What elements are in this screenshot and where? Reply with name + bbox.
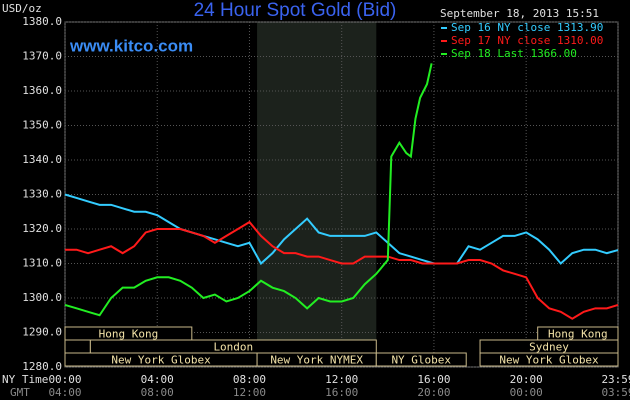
session-label: New York NYMEX: [270, 354, 363, 367]
session-box: [64, 339, 91, 354]
session-label: New York Globex: [499, 354, 599, 367]
shaded-session: [257, 22, 377, 367]
y-tick-label: 1350.0: [22, 119, 62, 132]
legend-entry: Sep 16 NY close 1313.90: [451, 21, 603, 34]
plot-background: [64, 21, 619, 368]
session-label: NY Globex: [391, 354, 451, 367]
session-label: New York Globex: [111, 354, 211, 367]
legend-entry: Sep 18 Last 1366.00: [451, 47, 577, 60]
y-tick-label: 1290.0: [22, 326, 62, 339]
x-axis-label: NY Time: [2, 373, 48, 386]
session-label: Hong Kong: [548, 328, 608, 341]
x-tick-label: 23:59: [601, 373, 630, 386]
gmt-tick-label: 16:00: [325, 386, 358, 399]
y-tick-label: 1300.0: [22, 291, 62, 304]
y-tick-label: 1380.0: [22, 15, 62, 28]
y-tick-label: 1310.0: [22, 257, 62, 270]
y-tick-label: 1360.0: [22, 84, 62, 97]
timestamp: September 18, 2013 15:51: [440, 7, 599, 20]
x-tick-label: 04:00: [141, 373, 174, 386]
y-tick-label: 1330.0: [22, 188, 62, 201]
x-tick-label: 08:00: [233, 373, 266, 386]
x-tick-label: 16:00: [417, 373, 450, 386]
session-label: Sydney: [529, 341, 569, 354]
x-tick-label: 00:00: [48, 373, 81, 386]
gmt-tick-label: 04:00: [48, 386, 81, 399]
y-tick-label: 1370.0: [22, 50, 62, 63]
legend-entry: Sep 17 NY close 1310.00: [451, 34, 603, 47]
gmt-tick-label: 08:00: [141, 386, 174, 399]
session-box: [479, 352, 619, 367]
y-axis-label: USD/oz: [2, 2, 42, 15]
y-tick-label: 1280.0: [22, 360, 62, 373]
gmt-tick-label: 00:00: [510, 386, 543, 399]
site-link: www.kitco.com: [69, 36, 193, 55]
x2-axis-label: GMT: [10, 386, 30, 399]
y-tick-label: 1340.0: [22, 153, 62, 166]
gmt-tick-label: 03:59: [601, 386, 630, 399]
series-line: [64, 193, 619, 266]
session-label: London: [213, 341, 253, 354]
session-label: Hong Kong: [99, 328, 159, 341]
gmt-tick-label: 20:00: [417, 386, 450, 399]
x-tick-label: 12:00: [325, 373, 358, 386]
series-line: [65, 220, 619, 320]
y-tick-label: 1320.0: [22, 222, 62, 235]
chart-title: 24 Hour Spot Gold (Bid): [194, 0, 397, 21]
gmt-tick-label: 12:00: [233, 386, 266, 399]
series-line: [64, 63, 433, 317]
x-tick-label: 20:00: [510, 373, 543, 386]
session-box: [375, 352, 467, 367]
